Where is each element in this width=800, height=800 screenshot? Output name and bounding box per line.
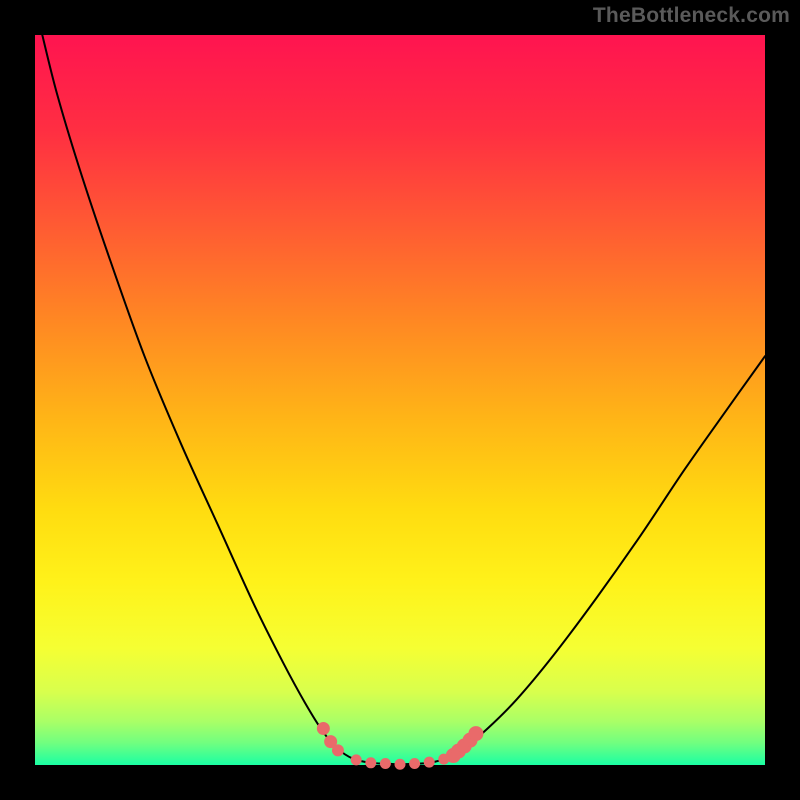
curve-marker (469, 727, 483, 741)
curve-marker (380, 759, 390, 769)
chart-stage: TheBottleneck.com (0, 0, 800, 800)
curve-marker (410, 759, 420, 769)
curve-marker (395, 759, 405, 769)
curve-marker (317, 723, 329, 735)
watermark-text: TheBottleneck.com (593, 4, 790, 28)
curve-marker (351, 755, 361, 765)
bottleneck-chart (0, 0, 800, 800)
curve-marker (332, 745, 343, 756)
curve-marker (366, 758, 376, 768)
plot-background (35, 35, 765, 765)
curve-marker (424, 757, 434, 767)
